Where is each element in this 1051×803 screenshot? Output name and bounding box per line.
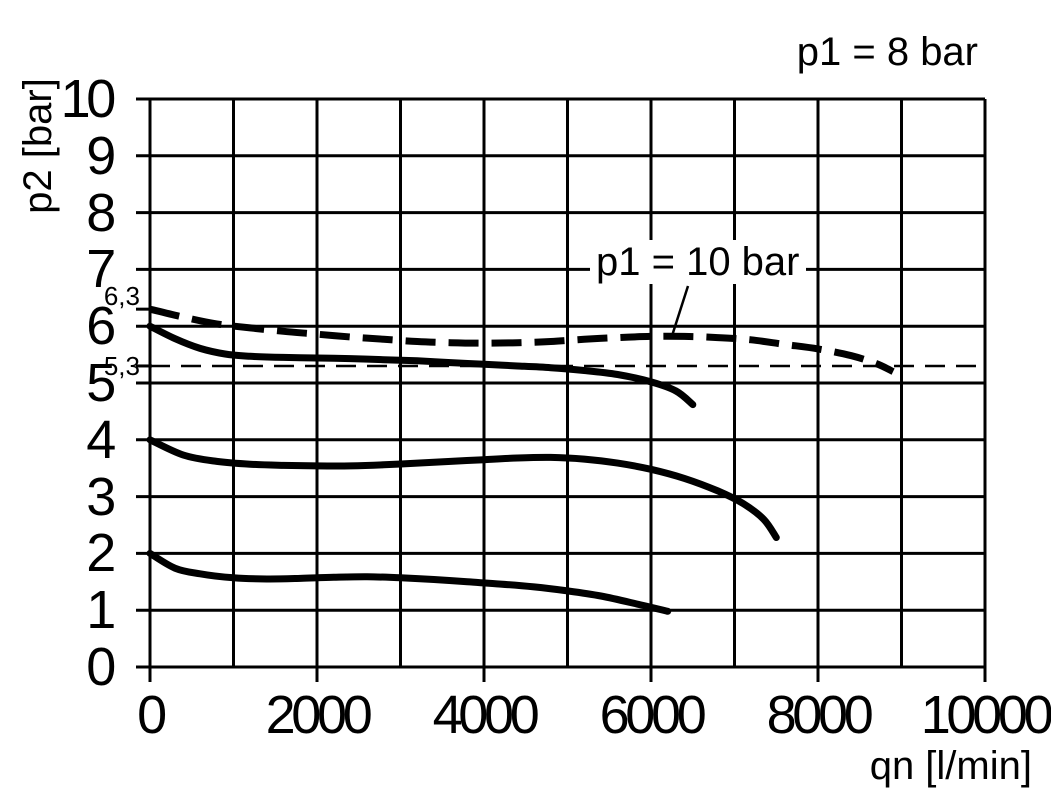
y-tick-label: 3 (86, 466, 116, 527)
curve-0-dashed (149, 305, 895, 375)
y-axis-title: p2 [bar] (16, 78, 60, 214)
x-tick-label: 10000 (920, 685, 1051, 745)
y-tick-label: 4 (86, 409, 116, 470)
y-tick-label: 8 (86, 182, 116, 243)
extra-tick-marks (136, 307, 152, 368)
annotation-leader-line (669, 285, 690, 340)
x-tick-label: 4000 (432, 685, 540, 745)
annotation-p1-10bar: p1 = 10 bar (590, 240, 806, 284)
chart-title: p1 = 8 bar (796, 30, 978, 74)
y-extra-tick-label: 5,3 (103, 350, 140, 381)
x-tick-label: 0 (137, 685, 167, 745)
y-tick-label: 9 (86, 125, 116, 186)
y-tick-label: 2 (86, 523, 116, 584)
grid-lines (136, 97, 987, 682)
y-tick-label: 7 (86, 239, 116, 300)
x-tick-label: 8000 (766, 685, 874, 745)
curve-1-solid (146, 322, 697, 409)
x-tick-label: 2000 (265, 685, 373, 745)
x-tick-label: 6000 (599, 685, 707, 745)
y-tick-label: 5 (86, 353, 116, 413)
y-extra-tick-label: 6,3 (103, 281, 140, 312)
x-axis-title: qn [l/min] (869, 744, 1032, 788)
y-tick-label: 10 (60, 69, 117, 129)
curves (146, 305, 895, 615)
curve-2-solid (146, 436, 780, 541)
y-tick-label: 6 (86, 296, 116, 357)
y-tick-label: 1 (86, 580, 116, 641)
curve-3-solid (146, 549, 672, 615)
y-tick-label: 0 (86, 637, 116, 697)
